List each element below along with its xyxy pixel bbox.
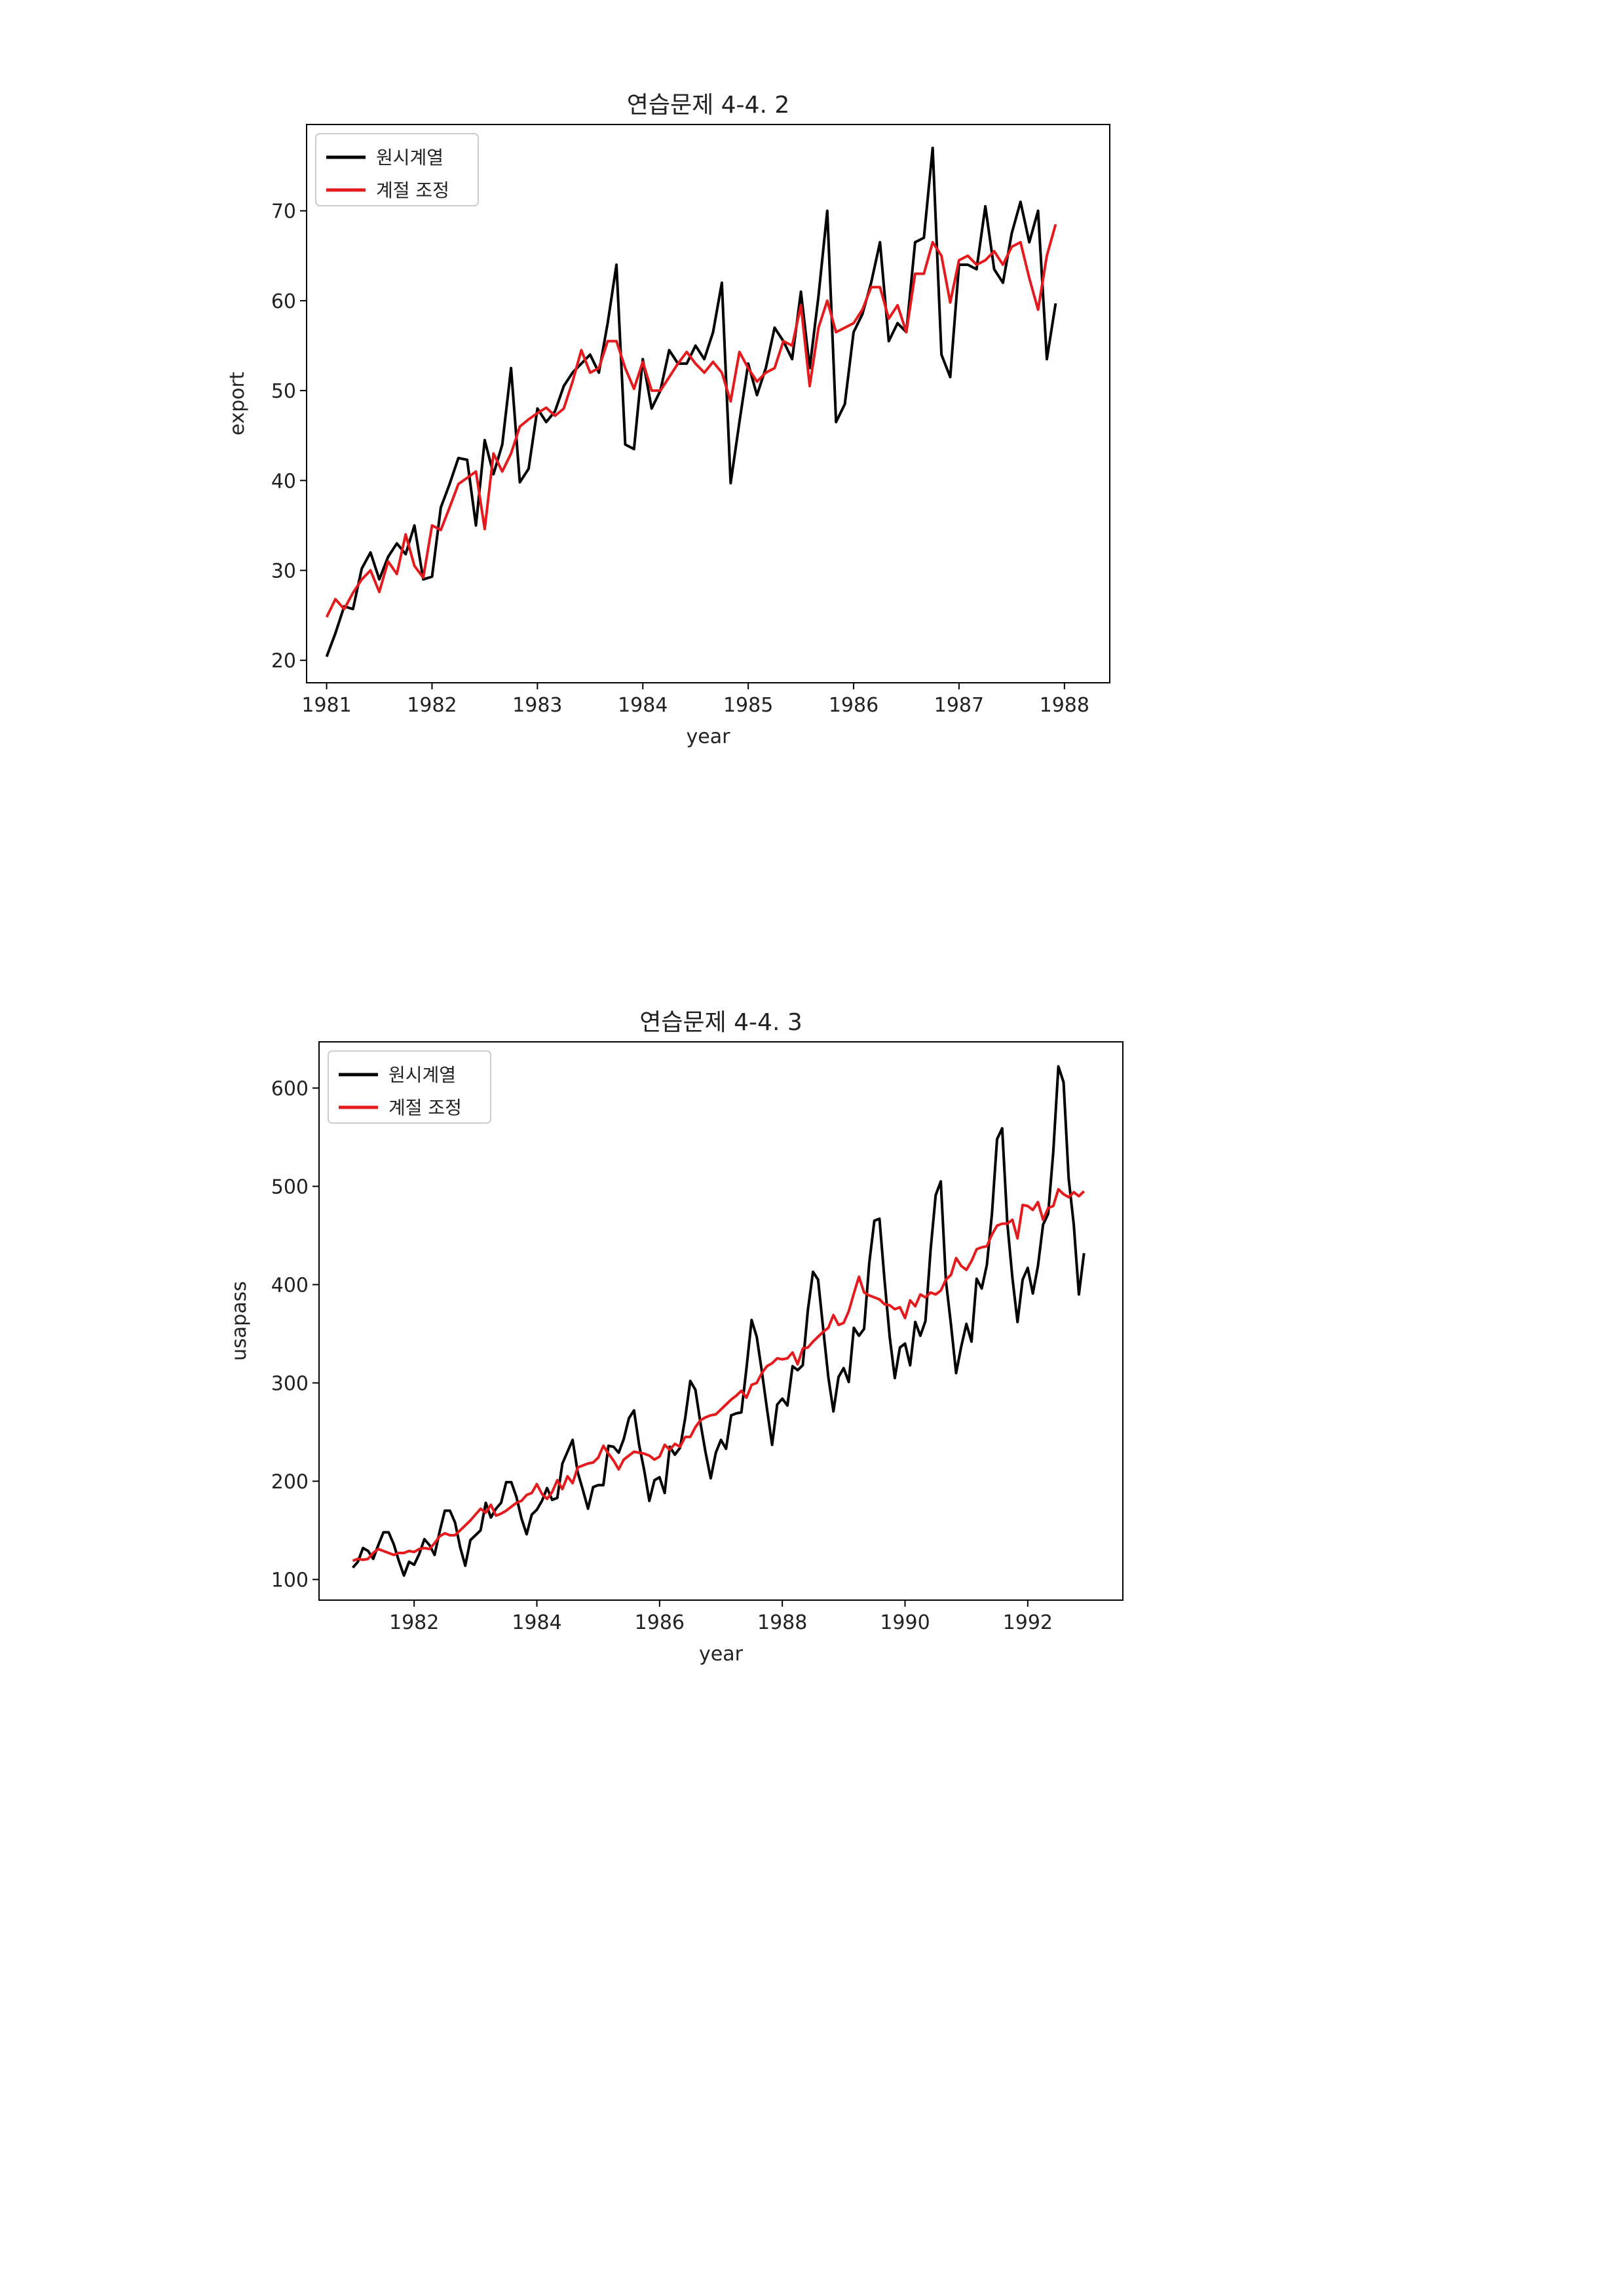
chart-title: 연습문제 4-4. 2	[627, 92, 790, 119]
x-tick-label: 1985	[723, 694, 773, 717]
y-tick-label: 50	[271, 380, 296, 403]
y-axis-label: usapass	[228, 1281, 251, 1361]
y-tick-label: 400	[271, 1274, 309, 1297]
plot-frame	[318, 1041, 1124, 1601]
series-line-seasonally-adjusted	[325, 223, 1057, 618]
x-tick-label: 1984	[618, 694, 668, 717]
x-tick-label: 1986	[635, 1611, 685, 1634]
x-tick-label: 1982	[407, 694, 457, 717]
chart-title: 연습문제 4-4. 3	[639, 1009, 803, 1036]
y-tick-label: 600	[271, 1078, 309, 1101]
y-tick-label: 100	[271, 1569, 309, 1592]
y-tick-label: 200	[271, 1471, 309, 1494]
legend-box	[328, 1050, 491, 1124]
x-axis-label: year	[687, 725, 731, 748]
x-tick-label: 1986	[829, 694, 878, 717]
y-tick-label: 20	[271, 650, 296, 673]
y-tick-label: 40	[271, 470, 296, 493]
x-axis-label: year	[699, 1643, 744, 1666]
plot-area	[325, 146, 1057, 657]
y-tick-label: 70	[271, 201, 296, 223]
legend-box	[315, 133, 479, 206]
legend-label: 원시계열	[388, 1064, 456, 1086]
x-tick-label: 1982	[389, 1611, 439, 1634]
x-tick-label: 1981	[301, 694, 351, 717]
series-line-seasonally-adjusted	[352, 1188, 1086, 1562]
series-line-original	[325, 146, 1057, 657]
x-tick-label: 1988	[1040, 694, 1089, 717]
legend-label: 계절 조정	[388, 1097, 462, 1119]
y-tick-label: 500	[271, 1176, 309, 1199]
x-tick-label: 1983	[512, 694, 562, 717]
y-tick-label: 30	[271, 560, 296, 583]
plot-area	[351, 1065, 1086, 1577]
legend-label: 계절 조정	[376, 180, 449, 201]
x-tick-label: 1992	[1003, 1611, 1053, 1634]
x-tick-label: 1984	[512, 1611, 561, 1634]
x-tick-label: 1988	[757, 1611, 807, 1634]
y-axis-label: export	[226, 372, 249, 435]
chart-usapass: 연습문제 4-4. 3 1982 1984 1986 1988 1990 1992 100 20…	[228, 1009, 1124, 1666]
chart-export: 연습문제 4-4. 2 1981 1982 1983 1984 1985 1986 1987 1…	[226, 92, 1110, 748]
series-line-original	[351, 1065, 1086, 1577]
legend-label: 원시계열	[376, 147, 444, 168]
x-tick-label: 1987	[934, 694, 984, 717]
plot-frame	[306, 124, 1110, 683]
y-tick-label: 60	[271, 290, 296, 313]
x-tick-label: 1990	[880, 1611, 930, 1634]
y-tick-label: 300	[271, 1373, 309, 1396]
